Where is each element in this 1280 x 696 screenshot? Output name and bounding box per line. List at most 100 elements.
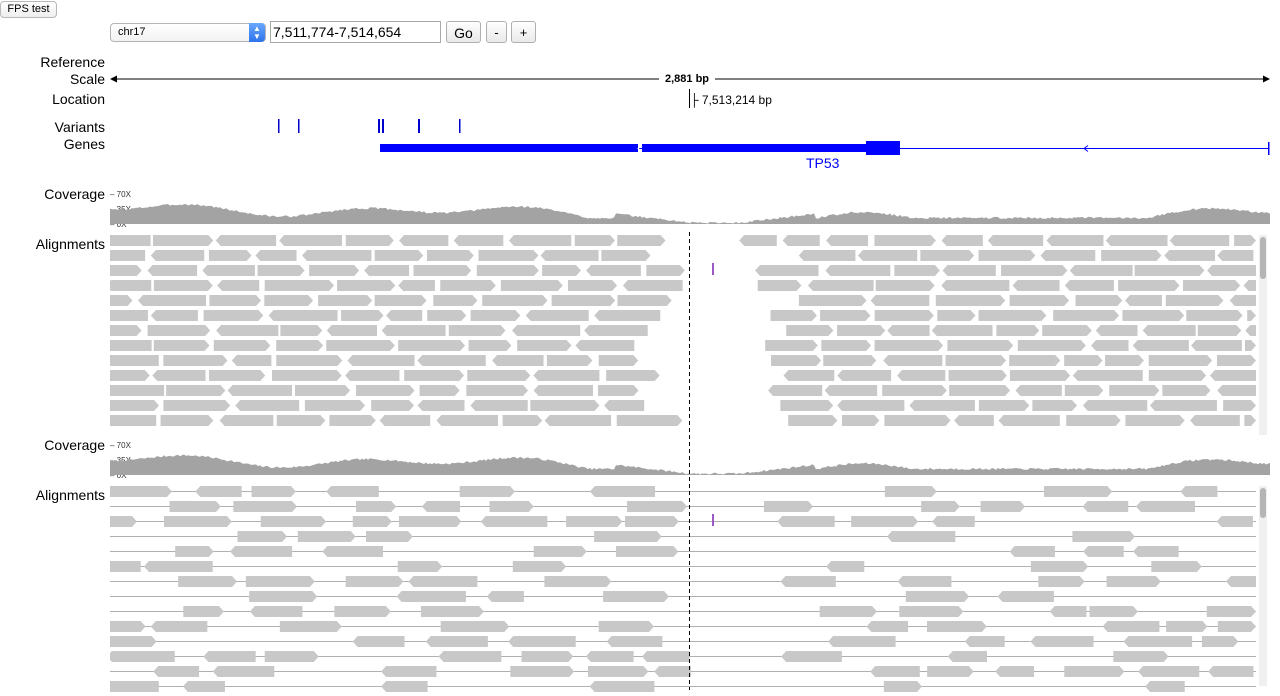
read[interactable] — [425, 636, 488, 647]
read[interactable] — [1190, 415, 1240, 426]
read[interactable] — [551, 295, 616, 306]
read[interactable] — [500, 280, 563, 291]
read[interactable] — [1132, 340, 1189, 351]
read[interactable] — [625, 516, 679, 527]
read[interactable] — [998, 415, 1060, 426]
read[interactable] — [882, 385, 947, 396]
read[interactable] — [995, 666, 1035, 677]
read[interactable] — [926, 621, 987, 632]
read[interactable] — [470, 310, 521, 321]
read[interactable] — [249, 591, 318, 602]
read[interactable] — [421, 501, 461, 512]
read[interactable] — [152, 370, 206, 381]
read[interactable] — [304, 400, 366, 411]
zoom-in-button[interactable]: + — [511, 21, 536, 43]
read[interactable] — [448, 325, 506, 336]
read[interactable] — [396, 591, 466, 602]
read[interactable] — [1123, 636, 1193, 647]
read[interactable] — [899, 606, 964, 617]
variant-marker[interactable] — [278, 119, 280, 133]
read[interactable] — [987, 235, 1044, 246]
read[interactable] — [870, 666, 920, 677]
read[interactable] — [110, 265, 142, 276]
read[interactable] — [978, 400, 1030, 411]
read[interactable] — [1012, 280, 1060, 291]
read[interactable] — [438, 651, 502, 662]
chromosome-select[interactable]: chr17 ▲ ▼ — [110, 23, 266, 42]
read[interactable] — [1244, 415, 1256, 426]
read[interactable] — [295, 385, 351, 396]
read[interactable] — [381, 325, 446, 336]
read[interactable] — [352, 516, 392, 527]
read[interactable] — [927, 666, 974, 677]
read[interactable] — [947, 651, 987, 662]
read[interactable] — [945, 355, 1007, 366]
read[interactable] — [1134, 265, 1205, 276]
coverage-track[interactable] — [110, 186, 1270, 227]
read[interactable] — [1105, 355, 1144, 366]
gene-utr[interactable] — [866, 141, 900, 155]
read[interactable] — [468, 340, 512, 351]
read[interactable] — [399, 235, 449, 246]
read[interactable] — [230, 546, 293, 557]
read[interactable] — [419, 385, 460, 396]
read[interactable] — [765, 340, 818, 351]
read[interactable] — [941, 280, 1010, 291]
read[interactable] — [780, 400, 834, 411]
read[interactable] — [920, 250, 975, 261]
read[interactable] — [1064, 280, 1114, 291]
read[interactable] — [1089, 606, 1138, 617]
read[interactable] — [110, 370, 150, 381]
read[interactable] — [997, 591, 1054, 602]
read[interactable] — [823, 355, 877, 366]
read[interactable] — [182, 681, 225, 692]
variant-marker[interactable] — [382, 119, 384, 133]
read[interactable] — [512, 325, 581, 336]
read[interactable] — [178, 576, 238, 587]
read[interactable] — [152, 235, 214, 246]
read[interactable] — [1030, 636, 1094, 647]
read[interactable] — [1082, 400, 1148, 411]
read[interactable] — [264, 280, 335, 291]
read[interactable] — [544, 576, 612, 587]
read[interactable] — [257, 265, 305, 276]
read[interactable] — [163, 516, 232, 527]
read[interactable] — [1072, 370, 1143, 381]
read[interactable] — [326, 486, 379, 497]
read[interactable] — [249, 606, 303, 617]
read[interactable] — [883, 681, 923, 692]
read[interactable] — [110, 310, 148, 321]
read[interactable] — [1083, 546, 1124, 557]
read[interactable] — [757, 280, 802, 291]
read[interactable] — [782, 235, 820, 246]
read[interactable] — [417, 355, 486, 366]
variant-marker[interactable] — [459, 119, 461, 133]
read[interactable] — [1009, 370, 1071, 381]
read[interactable] — [233, 501, 298, 512]
read[interactable] — [1113, 651, 1169, 662]
read[interactable] — [150, 250, 205, 261]
alignments-track[interactable] — [110, 232, 1256, 435]
read[interactable] — [768, 385, 823, 396]
read[interactable] — [1017, 340, 1086, 351]
read[interactable] — [1043, 486, 1113, 497]
read[interactable] — [110, 295, 133, 306]
read[interactable] — [1148, 355, 1213, 366]
read[interactable] — [110, 516, 137, 527]
read[interactable] — [1217, 250, 1254, 261]
read[interactable] — [533, 385, 593, 396]
read[interactable] — [866, 621, 909, 632]
read[interactable] — [1064, 666, 1125, 677]
read[interactable] — [606, 636, 663, 647]
read[interactable] — [1207, 265, 1256, 276]
read[interactable] — [594, 310, 661, 321]
read[interactable] — [110, 280, 152, 291]
read[interactable] — [203, 310, 264, 321]
read[interactable] — [1001, 265, 1068, 276]
read[interactable] — [807, 280, 874, 291]
read[interactable] — [467, 370, 531, 381]
read[interactable] — [932, 516, 975, 527]
read[interactable] — [1064, 355, 1103, 366]
read[interactable] — [1229, 295, 1256, 306]
read[interactable] — [770, 310, 817, 321]
